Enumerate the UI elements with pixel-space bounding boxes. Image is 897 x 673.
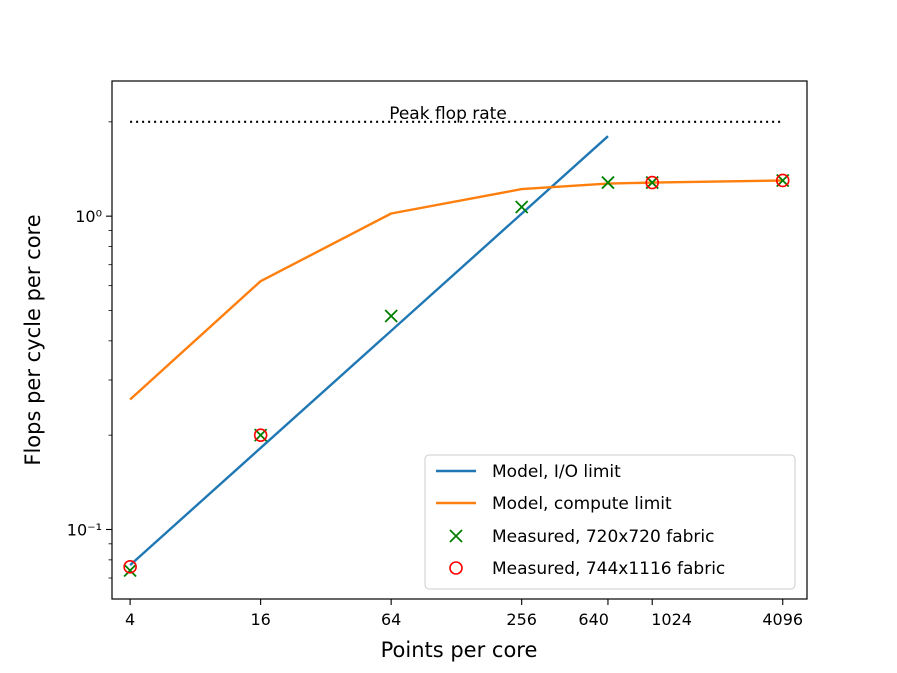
x-tick-label: 4 (125, 610, 135, 629)
series-line-model-i-o-limit (129, 135, 609, 566)
legend: Model, I/O limit Model, compute limit Me… (424, 454, 796, 590)
legend-swatch-744-marker (449, 561, 463, 575)
data-point-measured-720x720-fabric (384, 309, 398, 323)
data-point-measured-744x1116-fabric (645, 175, 660, 190)
plot-frame (111, 80, 808, 600)
x-tick-label: 640 (578, 610, 609, 629)
data-point-measured-744x1116-fabric (123, 560, 137, 574)
x-tick-label: 1024 (651, 610, 692, 629)
chart-marks (123, 120, 790, 578)
x-tick-label: 256 (506, 610, 537, 629)
y-tick-label: 10⁰ (75, 207, 102, 226)
x-axis-label: Points per core (381, 638, 538, 662)
x-tick-label: 64 (381, 610, 401, 629)
legend-label-io-limit: Model, I/O limit (492, 462, 621, 482)
legend-label-720-fabric: Measured, 720x720 fabric (492, 527, 714, 547)
data-point-measured-720x720-fabric (123, 563, 137, 578)
x-tick-label: 16 (250, 610, 270, 629)
data-point-measured-720x720-fabric (515, 200, 529, 214)
data-point-measured-744x1116-fabric (253, 428, 268, 442)
x-tick-label: 4096 (762, 610, 803, 629)
y-tick-label: 10⁻¹ (67, 520, 102, 539)
legend-frame (424, 454, 796, 590)
data-point-measured-744x1116-fabric (775, 173, 790, 188)
legend-label-744-fabric: Measured, 744x1116 fabric (492, 559, 725, 579)
axis-ticks: 4 16 64 256 640 1024 4096 10⁻¹ 10⁰ (67, 121, 803, 629)
y-axis-label: Flops per cycle per core (21, 214, 45, 465)
annotation-peak-flop-rate: Peak flop rate (389, 104, 507, 124)
legend-label-compute-limit: Model, compute limit (492, 494, 672, 514)
data-point-measured-720x720-fabric (601, 175, 615, 190)
legend-swatch-720-marker (449, 529, 463, 543)
